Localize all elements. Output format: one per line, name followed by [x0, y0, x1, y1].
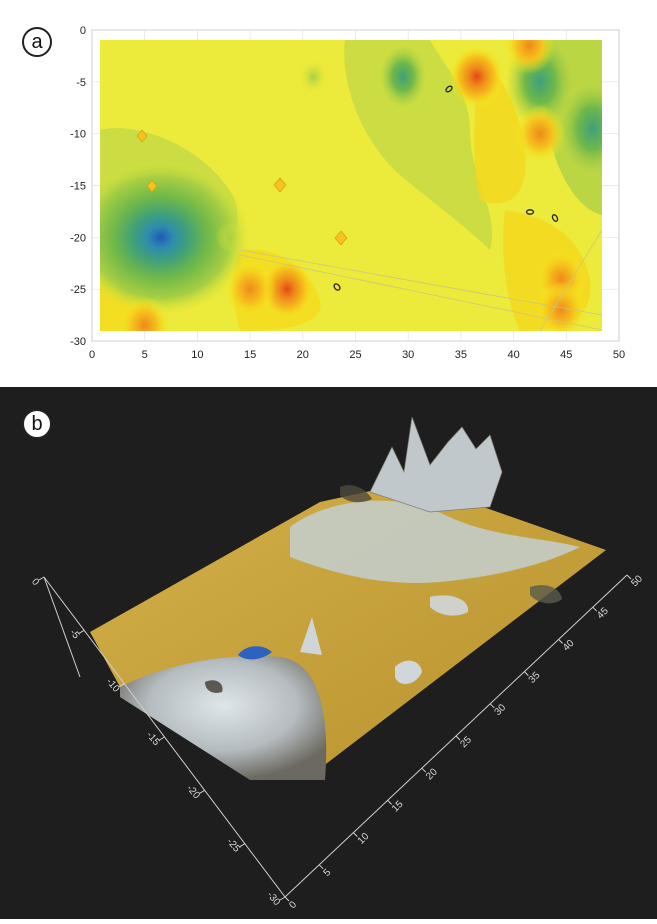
contour-high [119, 296, 170, 331]
contour-high [514, 104, 566, 163]
closed-contour [445, 85, 453, 93]
surface-y-tick [78, 629, 85, 634]
surface-y-tick [119, 683, 125, 688]
contour-high [504, 40, 555, 75]
surface-y-tick [239, 843, 246, 848]
surface-patch [395, 660, 422, 684]
surface-x-tick-label: 50 [629, 573, 645, 589]
panel-label-a: a [22, 27, 52, 57]
x-tick-label: 20 [297, 349, 309, 361]
surface-y-tick-label: -20 [184, 783, 202, 801]
surface-x-tick [421, 767, 427, 773]
x-tick-label: 10 [191, 349, 203, 361]
x-tick-label: 15 [244, 349, 256, 361]
axis-ticks: 0 5 10 15 20 25 30 35 40 45 50 0 -5 -10 -15 -20 -25 -30 [70, 25, 625, 361]
panel-a-contour: 0 5 10 15 20 25 30 35 40 45 50 0 -5 -10 -15 -20 -25 -30 a [0, 0, 657, 387]
contour-field [100, 40, 602, 331]
x-tick-label: 50 [613, 349, 625, 361]
surface-patch [430, 595, 469, 616]
surface-x-tick [318, 864, 324, 870]
y-tick-label: -25 [70, 284, 86, 296]
surface-y-tick [38, 576, 45, 581]
surface-x-tick-label: 10 [356, 831, 372, 847]
surface-x-tick [592, 606, 598, 612]
surface-x-tick [284, 896, 290, 902]
z-axis-line [43, 576, 81, 678]
surface-x-tick-label: 0 [287, 899, 299, 911]
small-diamond [334, 230, 348, 246]
panel-b-surface: 0 -5 -10 -15 -20 -25 -30 0 5 10 15 20 25 30 35 40 45 50 b [0, 387, 657, 919]
surface-x-tick-label: 25 [458, 734, 474, 750]
y-tick-label: 0 [80, 25, 86, 37]
closed-contour [551, 214, 559, 222]
surface-x-tick-label: 30 [493, 702, 509, 718]
contour-high [224, 260, 276, 319]
small-diamond [146, 179, 158, 193]
surface-y-tick-label: -30 [264, 890, 282, 908]
surface-peaks [369, 416, 503, 513]
surface-shadow [205, 680, 223, 693]
y-tick-label: -30 [70, 336, 86, 348]
surface-x-tick [353, 832, 358, 837]
x-tick-label: 30 [402, 349, 414, 361]
x-tick-label: 40 [507, 349, 519, 361]
surface-x-tick [387, 800, 392, 805]
x-tick-label: 0 [89, 349, 95, 361]
contour-low [100, 159, 251, 316]
surface-x-tick-label: 5 [322, 867, 334, 879]
surface-spike [300, 617, 322, 655]
y-tick-label: -15 [70, 181, 86, 193]
artifact-line [239, 254, 602, 331]
surface-y-tick-label: 0 [29, 577, 41, 589]
surface-y-tick-label: -25 [224, 836, 242, 854]
x-tick-label: 25 [349, 349, 361, 361]
surface-x-tick-label: 35 [527, 670, 543, 686]
surface-x-tick [489, 703, 495, 709]
artifact-line [539, 229, 602, 331]
panel-label-b: b [22, 409, 52, 439]
small-diamond [136, 129, 148, 143]
surface-x-tick [626, 574, 632, 580]
contour-low [215, 221, 243, 253]
surface-hill [120, 656, 327, 780]
x-tick-label: 45 [560, 349, 572, 361]
x-tick-label: 35 [455, 349, 467, 361]
y-tick-label: -20 [70, 232, 86, 244]
surface-shadow [530, 585, 562, 604]
contour-high [535, 280, 587, 331]
closed-contour [333, 283, 341, 291]
y-tick-label: -5 [76, 77, 86, 89]
contour-low [299, 61, 328, 93]
surface-blue-peak [238, 646, 272, 660]
contour-plot: 0 5 10 15 20 25 30 35 40 45 50 0 -5 -10 -15 -20 -25 -30 [70, 25, 625, 361]
surface-plateau [290, 500, 580, 583]
surface-y-tick-label: -15 [144, 730, 162, 748]
contour-features [100, 40, 602, 331]
surface-y-tick [159, 736, 165, 741]
surface-y-tick [279, 896, 286, 901]
surface-shadow [340, 485, 372, 503]
small-diamond [273, 177, 287, 193]
surface-x-tick-label: 45 [595, 605, 611, 621]
surface-x-tick-label: 20 [424, 766, 440, 782]
x-tick-label: 5 [142, 349, 148, 361]
contour-low [379, 45, 427, 108]
surface-x-tick-label: 40 [561, 638, 577, 654]
contour-high [259, 258, 315, 321]
contour-high [449, 45, 505, 108]
artifact-line [239, 249, 602, 316]
surface-y-tick [199, 789, 205, 794]
surface-x-tick-label: 15 [390, 799, 406, 815]
surface-y-tick-label: -5 [67, 627, 81, 641]
surface-x-tick [524, 671, 529, 676]
surface-x-tick [558, 639, 563, 644]
closed-contour [525, 209, 535, 215]
contour-low [558, 81, 602, 176]
y-tick-label: -10 [70, 129, 86, 141]
surface-x-tick [455, 735, 461, 741]
